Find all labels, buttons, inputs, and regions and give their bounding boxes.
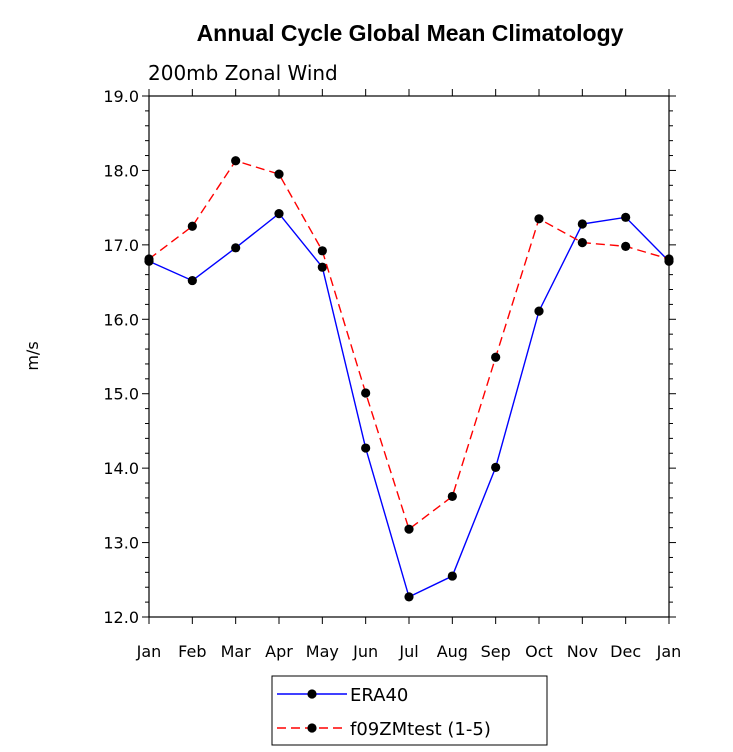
series-2-point [621, 241, 631, 251]
y-tick-label: 19.0 [103, 87, 139, 106]
chart-title: Annual Cycle Global Mean Climatology [197, 20, 624, 46]
y-tick-label: 15.0 [103, 385, 139, 404]
x-tick-labels: Jan Feb Mar Apr May Jun Jul Aug Sep Oct Nov Dec Jan [136, 642, 682, 661]
x-tick-label: Jul [398, 642, 418, 661]
x-tick-label: Nov [567, 642, 598, 661]
x-tick-label: May [306, 642, 339, 661]
series-2-point [664, 254, 674, 264]
y-tick-label: 18.0 [103, 161, 139, 180]
series-2-point [231, 156, 241, 166]
series-layer [144, 156, 674, 602]
y-tick-label: 13.0 [103, 534, 139, 553]
series-1-point [404, 592, 414, 602]
series-1-point [491, 462, 501, 472]
x-tick-label: Oct [525, 642, 553, 661]
legend-label-2: f09ZMtest (1-5) [350, 719, 491, 740]
series-2-point [317, 246, 327, 256]
series-2-point [144, 254, 154, 264]
series-1-point [187, 275, 197, 286]
chart-subtitle: 200mb Zonal Wind [148, 61, 338, 85]
x-tick-label: Jun [352, 642, 378, 661]
series-2-point [577, 238, 587, 248]
axis-ticks [142, 89, 676, 624]
y-tick-label: 12.0 [103, 608, 139, 627]
series-1-point [447, 571, 457, 581]
series-2-point [404, 524, 414, 534]
series-1-point [621, 212, 631, 222]
series-1-point [317, 262, 327, 272]
legend: ERA40 f09ZMtest (1-5) [277, 685, 491, 740]
y-tick-label: 14.0 [103, 459, 139, 478]
y-tick-label: 17.0 [103, 236, 139, 255]
series-1-point [274, 208, 284, 219]
y-axis-label: m/s [23, 341, 42, 370]
legend-label-1: ERA40 [350, 685, 408, 706]
series-line-2 [148, 159, 670, 531]
legend-marker-2 [307, 723, 317, 733]
series-2-point [534, 214, 544, 224]
x-tick-label: Aug [437, 642, 468, 661]
y-tick-label: 16.0 [103, 310, 139, 329]
x-tick-label: Dec [610, 642, 641, 661]
series-2-point [361, 388, 371, 398]
legend-marker-1 [307, 689, 317, 699]
x-tick-label: Jan [656, 642, 682, 661]
x-tick-label: Jan [136, 642, 162, 661]
x-tick-label: Mar [221, 642, 252, 661]
series-2-point [274, 169, 284, 179]
series-1-point [361, 443, 371, 453]
series-2-point [187, 221, 197, 231]
y-tick-labels: 12.0 13.0 14.0 15.0 16.0 17.0 18.0 19.0 [103, 87, 139, 627]
series-1-point [231, 243, 241, 253]
series-2-point [447, 491, 457, 502]
series-1-point [534, 306, 544, 316]
x-tick-label: Sep [481, 642, 511, 661]
x-tick-label: Feb [178, 642, 206, 661]
legend-box [271, 675, 548, 746]
series-line-1 [148, 212, 670, 598]
series-2-point [491, 352, 501, 362]
series-1-point [577, 219, 587, 229]
x-tick-label: Apr [265, 642, 293, 661]
